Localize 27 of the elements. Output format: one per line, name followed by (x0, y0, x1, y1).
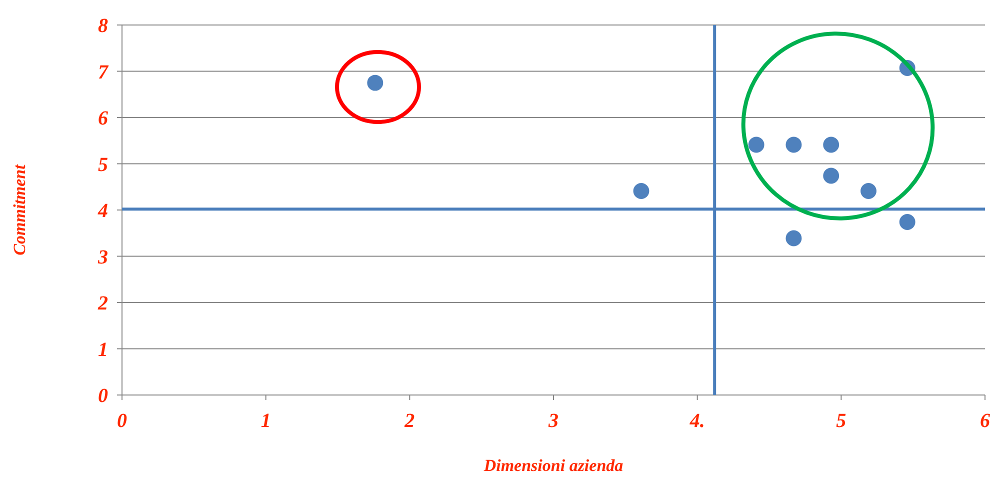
point (633, 183, 650, 199)
y-tick-label: 5 (98, 154, 108, 176)
y-tick-label: 8 (98, 15, 108, 37)
point (367, 74, 384, 91)
point (786, 230, 802, 246)
point (748, 136, 764, 153)
point (899, 214, 916, 230)
x-axis-title: Dimensioni azienda (482, 456, 624, 475)
y-axis-title: Commitment (10, 163, 29, 256)
point (860, 183, 876, 199)
x-tick-label: 4. (688, 410, 705, 432)
y-tick-label: 7 (98, 61, 109, 84)
point (786, 136, 802, 153)
y-tick-label: 0 (98, 385, 108, 407)
x-tick-label: 3 (548, 410, 558, 432)
point (823, 168, 840, 184)
x-tick-label: 2 (404, 410, 415, 432)
point (823, 136, 840, 153)
y-tick-label: 4 (97, 200, 108, 222)
y-tick-label: 3 (97, 246, 108, 268)
y-tick-label: 1 (98, 338, 108, 361)
x-tick-label: 1 (260, 410, 271, 432)
x-tick-label: 6 (980, 410, 990, 432)
x-tick-label: 5 (836, 410, 846, 432)
y-tick-label: 6 (98, 108, 108, 130)
x-tick-label: 0 (117, 410, 127, 432)
y-tick-label: 2 (97, 292, 108, 314)
